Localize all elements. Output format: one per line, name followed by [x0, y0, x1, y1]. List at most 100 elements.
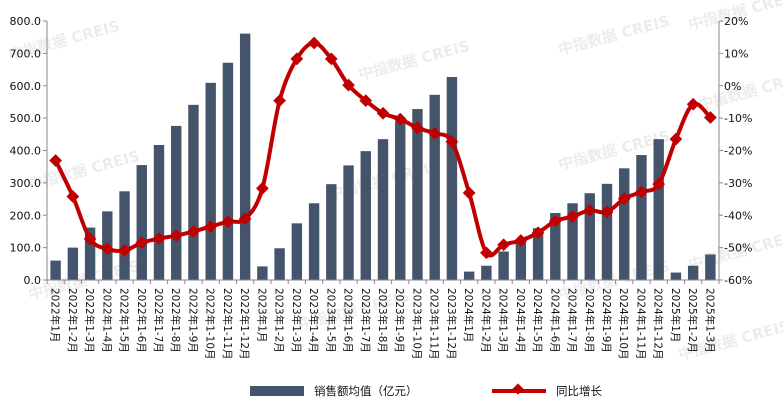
growth-marker	[324, 52, 338, 66]
legend-item-line: 同比增长	[492, 383, 602, 399]
x-tick-label: 2022年1-10月	[204, 288, 217, 360]
bar	[429, 94, 440, 280]
bar	[395, 121, 406, 280]
x-tick-label: 2024年1-12月	[652, 288, 665, 360]
bar	[274, 248, 285, 280]
bar	[119, 191, 130, 280]
bar	[326, 184, 337, 280]
bar	[481, 265, 492, 280]
right-tick-label: -60%	[724, 274, 752, 287]
bar	[84, 227, 96, 280]
right-tick-label: -50%	[724, 242, 752, 255]
right-tick-label: 20%	[724, 15, 748, 28]
growth-marker	[118, 244, 131, 257]
x-tick-label: 2022年1-4月	[100, 288, 113, 353]
x-tick-label: 2025年1-2月	[686, 288, 699, 353]
x-tick-label: 2023年1-10月	[410, 288, 423, 360]
bar	[360, 151, 371, 280]
x-tick-label: 2023年1-12月	[445, 288, 458, 360]
growth-marker	[169, 229, 183, 243]
left-tick-label: 800.0	[10, 15, 42, 28]
bar	[377, 139, 389, 280]
growth-marker	[359, 94, 373, 108]
x-tick-label: 2024年1-7月	[566, 288, 579, 353]
growth-marker	[187, 225, 200, 238]
x-tick-label: 2025年1-3月	[703, 288, 716, 353]
bar	[498, 251, 509, 280]
x-tick-label: 2024年1-5月	[531, 288, 544, 353]
bar	[67, 247, 79, 280]
right-tick-label: 0%	[724, 80, 741, 93]
bar	[705, 254, 716, 280]
bar	[463, 271, 475, 280]
x-tick-label: 2022年1-6月	[135, 288, 148, 353]
x-tick-label: 2023年1-7月	[359, 288, 372, 353]
legend-item-bar: 销售额均值（亿元）	[250, 383, 418, 399]
bar	[136, 165, 147, 280]
left-tick-label: 400.0	[10, 145, 42, 158]
bar	[50, 260, 61, 280]
x-tick-label: 2023年1-8月	[376, 288, 389, 353]
x-tick-label: 2024年1-4月	[514, 288, 527, 353]
left-tick-label: 100.0	[10, 242, 42, 255]
x-tick-label: 2023年1-3月	[290, 288, 303, 353]
growth-marker	[393, 112, 407, 126]
x-tick-label: 2023年1-11月	[428, 288, 441, 360]
growth-marker	[342, 78, 355, 92]
growth-marker	[100, 242, 114, 256]
x-tick-label: 2024年1-9月	[600, 288, 613, 353]
bar	[567, 203, 578, 280]
bar	[670, 272, 682, 280]
left-tick-label: 0.0	[24, 274, 42, 287]
bar	[205, 82, 216, 281]
bar	[584, 193, 595, 280]
x-tick-label: 2024年1月	[462, 288, 475, 342]
growth-marker	[66, 190, 80, 203]
growth-marker	[49, 154, 62, 167]
x-tick-label: 2024年1-2月	[479, 288, 492, 353]
legend-line-label: 同比增长	[556, 384, 602, 398]
x-tick-label: 2022年1-7月	[152, 288, 165, 353]
bar	[515, 240, 527, 280]
x-tick-label: 2022年1-5月	[118, 288, 131, 353]
bar	[308, 203, 320, 280]
x-tick-label: 2024年1-11月	[634, 288, 647, 360]
growth-marker	[497, 238, 510, 252]
axes: 0.0 100.0 200.0 300.0 400.0 500.0 600.0 700.0 80…	[10, 15, 753, 287]
x-tick-label: 2022年1-8月	[169, 288, 182, 353]
line-series	[49, 36, 717, 260]
bar	[257, 266, 268, 280]
left-tick-label: 500.0	[10, 112, 42, 125]
right-tick-label: 10%	[724, 47, 748, 60]
x-tick-label: 2023年1-4月	[307, 288, 320, 353]
growth-marker	[411, 121, 424, 135]
bar	[188, 104, 199, 280]
bar	[291, 223, 303, 280]
right-tick-label: -20%	[724, 145, 752, 158]
bar	[153, 144, 165, 280]
bar	[550, 212, 561, 280]
right-tick-label: -10%	[724, 112, 752, 125]
left-tick-label: 700.0	[10, 47, 42, 60]
growth-marker	[462, 186, 476, 200]
growth-marker	[428, 126, 442, 140]
growth-marker	[445, 135, 459, 149]
bar	[171, 125, 182, 281]
bar	[687, 265, 699, 280]
right-tick-label: -30%	[724, 177, 752, 190]
x-tick-label: 2024年1-3月	[497, 288, 510, 353]
bar	[619, 168, 630, 280]
x-tick-label: 2024年1-6月	[548, 288, 561, 353]
x-axis-labels: 2022年1月 2022年1-2月 2022年1-3月 2022年1-4月 2022年1…	[49, 288, 717, 360]
x-tick-label: 2023年1月	[255, 288, 268, 342]
bar	[412, 109, 423, 280]
bar-series	[50, 33, 716, 281]
legend-bar-swatch	[250, 386, 304, 396]
x-tick-label: 2022年1-9月	[186, 288, 199, 353]
legend-bar-label: 销售额均值（亿元）	[314, 384, 418, 398]
bar	[222, 62, 234, 280]
left-tick-label: 200.0	[10, 209, 42, 222]
growth-marker	[273, 94, 286, 108]
watermark: 中指数据 CREIS	[26, 147, 141, 194]
x-tick-label: 2022年1-2月	[66, 288, 79, 353]
